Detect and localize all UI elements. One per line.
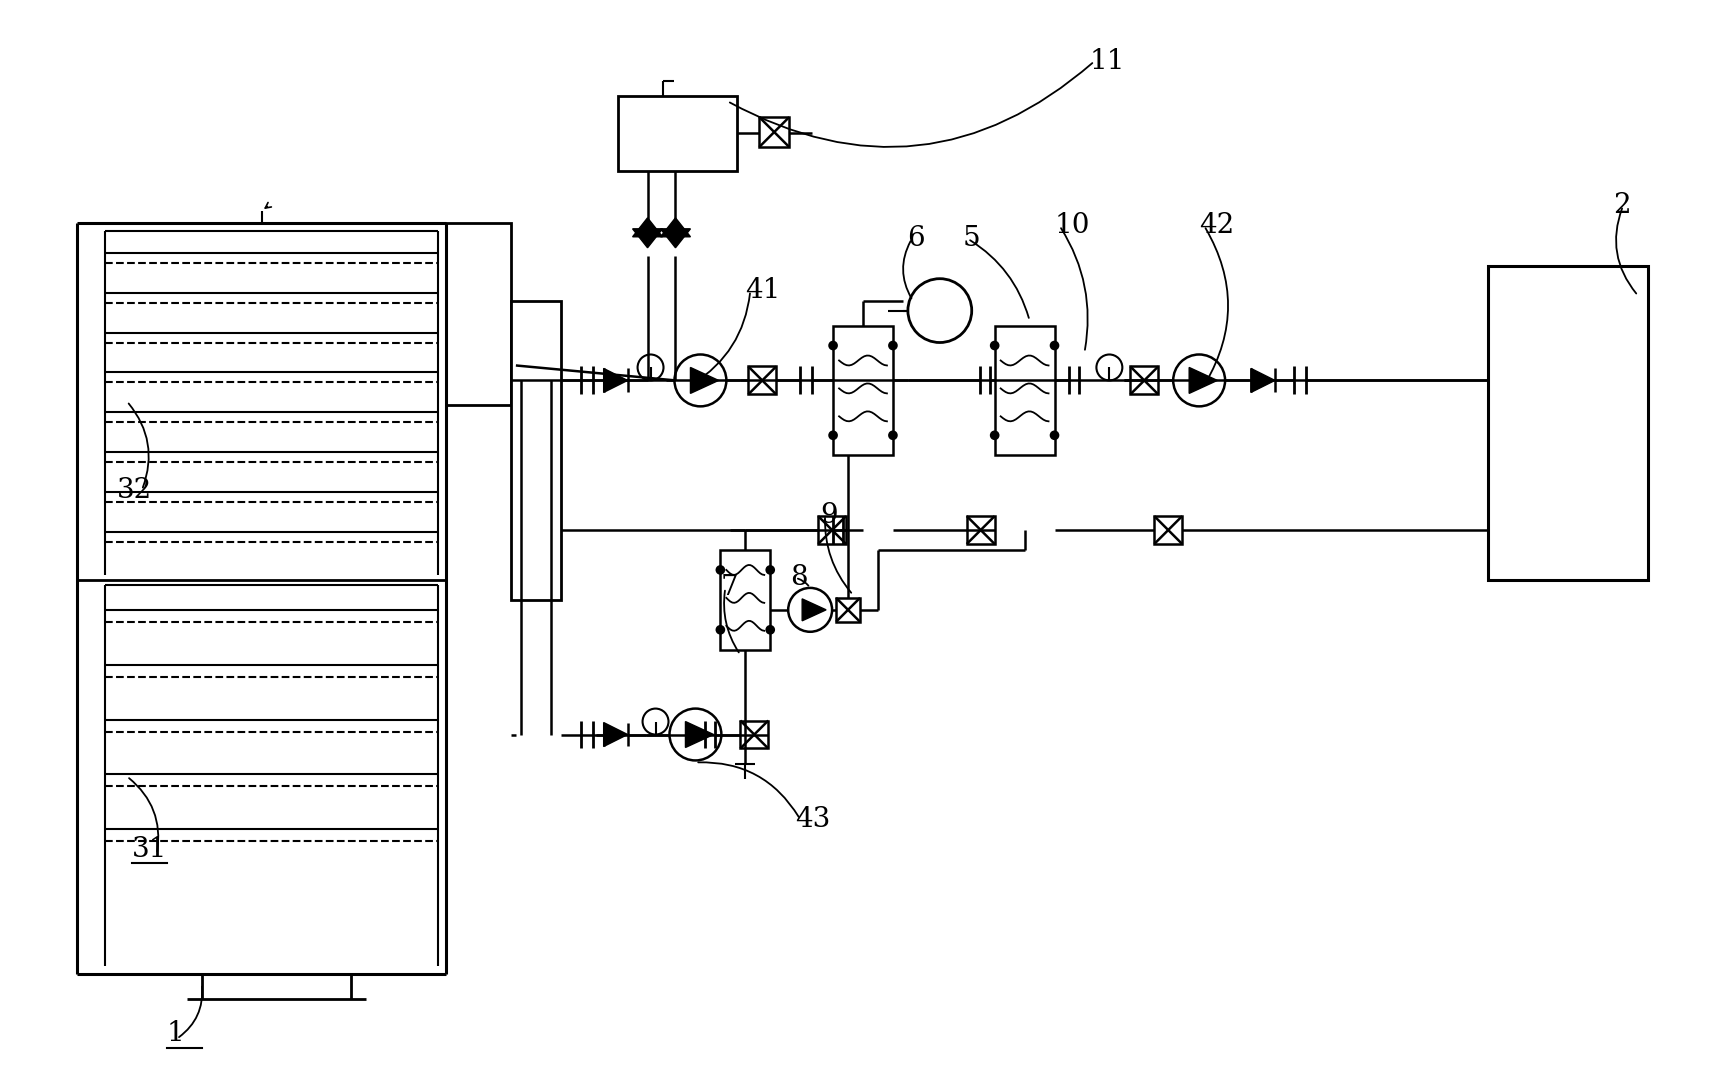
Text: 31: 31 <box>131 836 168 863</box>
Circle shape <box>716 626 725 634</box>
Circle shape <box>1050 431 1059 440</box>
Polygon shape <box>661 229 690 248</box>
Text: 1: 1 <box>166 1020 185 1047</box>
Circle shape <box>991 341 998 349</box>
Polygon shape <box>604 722 628 746</box>
Circle shape <box>766 566 775 574</box>
Circle shape <box>716 566 725 574</box>
Circle shape <box>889 431 896 440</box>
Bar <box>720 550 770 650</box>
Circle shape <box>991 431 998 440</box>
Text: 2: 2 <box>1612 192 1631 219</box>
Bar <box>836 598 860 622</box>
Text: 5: 5 <box>964 225 981 252</box>
Bar <box>967 516 995 544</box>
Bar <box>834 325 893 455</box>
Text: 43: 43 <box>796 806 830 832</box>
Circle shape <box>829 431 837 440</box>
Bar <box>1130 367 1159 394</box>
Text: 7: 7 <box>720 574 739 601</box>
Bar <box>618 96 737 171</box>
Polygon shape <box>803 599 827 621</box>
Polygon shape <box>604 369 628 393</box>
Text: 32: 32 <box>118 477 152 504</box>
Bar <box>740 720 768 748</box>
Circle shape <box>1050 341 1059 349</box>
Polygon shape <box>633 218 663 237</box>
Bar <box>510 301 561 600</box>
Bar <box>749 367 777 394</box>
Circle shape <box>829 341 837 349</box>
Text: 8: 8 <box>791 564 808 591</box>
Bar <box>1154 516 1182 544</box>
Polygon shape <box>685 721 713 747</box>
Text: 6: 6 <box>907 225 924 252</box>
Text: 9: 9 <box>820 502 837 528</box>
Text: 42: 42 <box>1199 213 1235 239</box>
Polygon shape <box>661 218 690 237</box>
Polygon shape <box>690 368 718 394</box>
Text: 11: 11 <box>1090 48 1125 75</box>
Circle shape <box>889 341 896 349</box>
Bar <box>759 117 789 147</box>
Bar <box>446 223 510 406</box>
Bar <box>995 325 1055 455</box>
Bar <box>1488 266 1649 580</box>
Polygon shape <box>1189 368 1218 394</box>
Polygon shape <box>1251 369 1275 393</box>
Circle shape <box>766 626 775 634</box>
Polygon shape <box>633 229 663 248</box>
Text: 41: 41 <box>746 277 780 304</box>
Bar <box>818 516 846 544</box>
Text: 10: 10 <box>1055 213 1090 239</box>
